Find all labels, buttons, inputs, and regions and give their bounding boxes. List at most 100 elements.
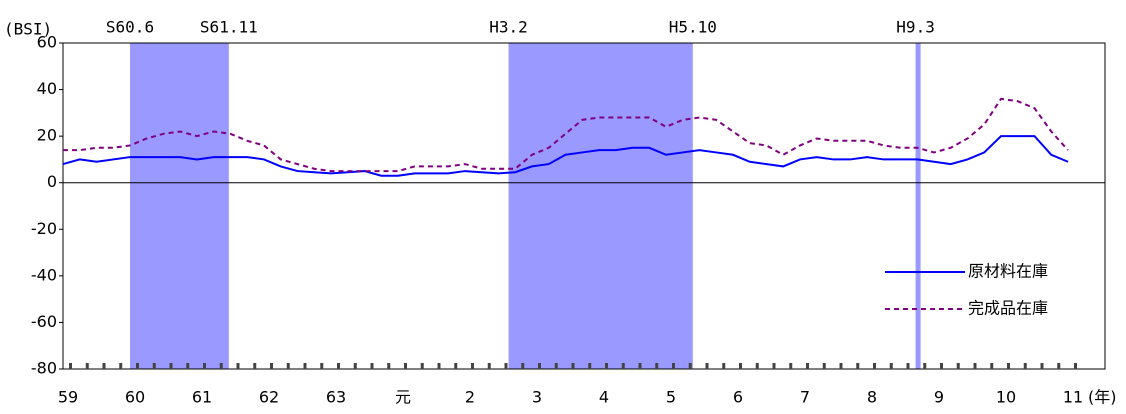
band-label: S60.6: [106, 18, 154, 37]
x-tick: [1023, 363, 1027, 369]
series-line: [62, 135, 1069, 177]
band-label: H3.2: [489, 18, 528, 37]
x-tick: [688, 363, 692, 369]
x-tick: [186, 363, 190, 369]
x-tick: [956, 363, 960, 369]
x-tick: [839, 363, 843, 369]
x-tick-label: 7: [800, 388, 810, 407]
x-tick: [387, 363, 391, 369]
x-tick: [739, 363, 742, 369]
shaded-band: [508, 43, 693, 369]
y-tick-label: 0: [47, 172, 57, 191]
y-tick-label: -20: [31, 219, 57, 238]
x-tick-label: 3: [532, 388, 542, 407]
x-tick: [772, 363, 776, 369]
x-tick: [270, 363, 273, 369]
x-tick: [152, 363, 156, 369]
y-axis-label: (BSI): [4, 20, 52, 39]
x-tick: [856, 363, 860, 369]
x-tick: [404, 363, 407, 369]
x-tick: [203, 363, 206, 369]
x-tick: [353, 363, 357, 369]
x-tick: [85, 363, 89, 369]
x-tick: [538, 363, 541, 369]
x-tick: [1007, 363, 1010, 369]
x-tick: [303, 363, 307, 369]
x-tick-label: 10: [996, 388, 1016, 407]
x-tick: [504, 363, 508, 369]
x-tick: [253, 363, 257, 369]
x-tick: [420, 363, 424, 369]
x-tick: [119, 363, 123, 369]
x-tick: [571, 363, 575, 369]
x-tick: [906, 363, 910, 369]
x-tick: [638, 363, 642, 369]
x-tick: [705, 363, 709, 369]
x-tick: [370, 363, 374, 369]
x-tick: [889, 363, 893, 369]
x-tick: [219, 363, 223, 369]
x-tick: [973, 363, 977, 369]
x-tick-label: 61: [192, 388, 212, 407]
shaded-band: [915, 43, 921, 369]
x-tick: [755, 363, 759, 369]
x-tick: [1074, 363, 1077, 369]
x-tick: [822, 363, 826, 369]
y-tick-label: -80: [31, 359, 57, 378]
x-tick-label: 11: [1063, 388, 1083, 407]
y-tick-label: 60: [37, 33, 57, 52]
x-tick: [286, 363, 290, 369]
series-line: [63, 97, 1069, 173]
x-tick: [605, 363, 608, 369]
x-tick: [136, 363, 139, 369]
x-tick: [940, 363, 943, 369]
x-axis-label: (年): [1088, 388, 1117, 407]
x-tick: [621, 363, 625, 369]
x-tick: [320, 363, 324, 369]
x-tick-label: 元: [395, 388, 411, 407]
x-tick: [672, 363, 675, 369]
x-tick-label: 59: [58, 388, 78, 407]
x-tick: [487, 363, 491, 369]
x-tick-label: 9: [934, 388, 944, 407]
y-tick-label: -60: [31, 312, 57, 331]
x-tick-label: 6: [733, 388, 743, 407]
x-tick-label: 2: [465, 388, 475, 407]
y-tick-label: -40: [31, 265, 57, 284]
x-tick: [471, 363, 474, 369]
x-tick: [69, 363, 72, 369]
x-tick-label: 5: [666, 388, 676, 407]
x-tick: [554, 363, 558, 369]
x-tick: [655, 363, 659, 369]
plot-frame: [62, 42, 1106, 370]
x-tick: [789, 363, 793, 369]
band-label: S61.11: [200, 18, 258, 37]
x-tick-label: 62: [259, 388, 279, 407]
x-tick: [722, 363, 726, 369]
band-label: H9.3: [896, 18, 935, 37]
x-tick: [923, 363, 927, 369]
x-tick: [437, 363, 441, 369]
x-tick: [236, 363, 240, 369]
x-tick: [588, 363, 592, 369]
x-tick: [521, 363, 525, 369]
legend-label: 完成品在庫: [968, 299, 1048, 318]
y-tick-label: 20: [37, 126, 57, 145]
x-tick: [337, 363, 340, 369]
x-tick-label: 8: [867, 388, 877, 407]
x-tick: [1040, 363, 1044, 369]
shaded-band: [130, 43, 229, 369]
x-tick-label: 4: [599, 388, 609, 407]
x-tick: [102, 363, 106, 369]
x-tick: [806, 363, 809, 369]
x-tick: [873, 363, 876, 369]
legend-label: 原材料在庫: [968, 262, 1048, 281]
x-tick-label: 63: [326, 388, 346, 407]
band-label: H5.10: [669, 18, 717, 37]
x-tick: [169, 363, 173, 369]
x-tick-label: 60: [125, 388, 145, 407]
x-tick: [454, 363, 458, 369]
x-tick: [1057, 363, 1061, 369]
y-tick-label: 40: [37, 79, 57, 98]
